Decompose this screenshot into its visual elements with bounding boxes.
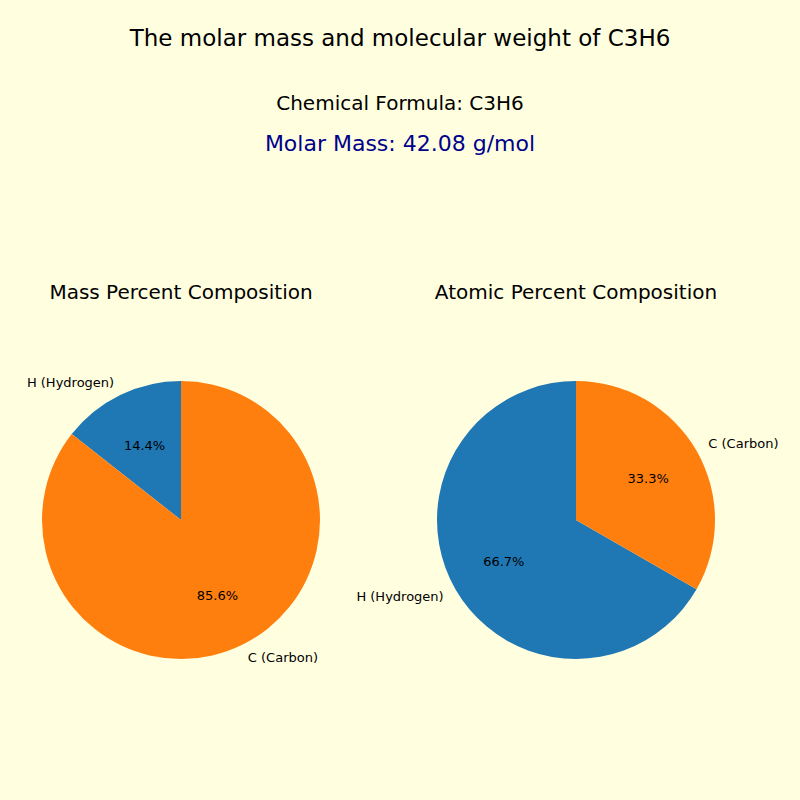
subtitle: Molar Mass: 42.08 g/mol <box>265 131 535 156</box>
background <box>0 0 800 800</box>
chart-title: Mass Percent Composition <box>49 280 312 304</box>
chart-title: Atomic Percent Composition <box>435 280 717 304</box>
slice-label: H (Hydrogen) <box>356 589 443 604</box>
title: The molar mass and molecular weight of C… <box>129 25 671 51</box>
data-label: 66.7% <box>483 554 524 569</box>
slice-label: C (Carbon) <box>248 650 318 665</box>
pie-chart: H (Hydrogen) 66.7% C (Carbon) 33.3% <box>356 381 778 659</box>
pie-slice <box>42 381 320 659</box>
figure: The molar mass and molecular weight of C… <box>0 0 800 800</box>
pie-chart: H (Hydrogen) 14.4% C (Carbon) 85.6% <box>27 375 320 665</box>
slice-label: C (Carbon) <box>708 436 778 451</box>
data-label: 33.3% <box>628 471 669 486</box>
data-label: 14.4% <box>124 437 165 452</box>
slice-label: H (Hydrogen) <box>27 375 114 390</box>
data-label: 85.6% <box>197 588 238 603</box>
pie-slice <box>576 381 715 589</box>
subtitle: Chemical Formula: C3H6 <box>276 91 524 115</box>
